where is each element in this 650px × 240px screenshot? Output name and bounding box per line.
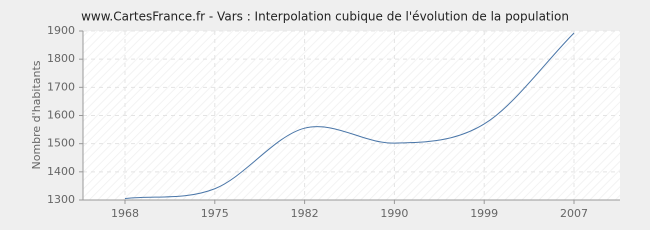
x-tick-label: 1999 xyxy=(470,207,498,220)
x-tick-label: 1990 xyxy=(380,207,408,220)
y-tick-label: 1600 xyxy=(47,109,75,122)
y-tick-label: 1700 xyxy=(47,80,75,93)
x-tick-label: 1982 xyxy=(291,207,319,220)
y-tick-label: 1800 xyxy=(47,52,75,65)
x-tick-label: 1968 xyxy=(111,207,139,220)
y-tick-label: 1300 xyxy=(47,193,75,206)
y-tick-label: 1500 xyxy=(47,137,75,150)
series xyxy=(124,32,575,200)
y-axis-title: Nombre d'habitants xyxy=(30,60,43,169)
y-tick-label: 1900 xyxy=(47,24,75,37)
chart-title: www.CartesFrance.fr - Vars : Interpolati… xyxy=(81,10,569,24)
chart: www.CartesFrance.fr - Vars : Interpolati… xyxy=(0,0,650,230)
x-tick-label: 2007 xyxy=(560,207,588,220)
page: {"chart_data": {"type": "line", "title":… xyxy=(0,0,650,230)
y-tick-label: 1400 xyxy=(47,165,75,178)
x-tick-label: 1975 xyxy=(201,207,229,220)
line xyxy=(124,32,575,200)
